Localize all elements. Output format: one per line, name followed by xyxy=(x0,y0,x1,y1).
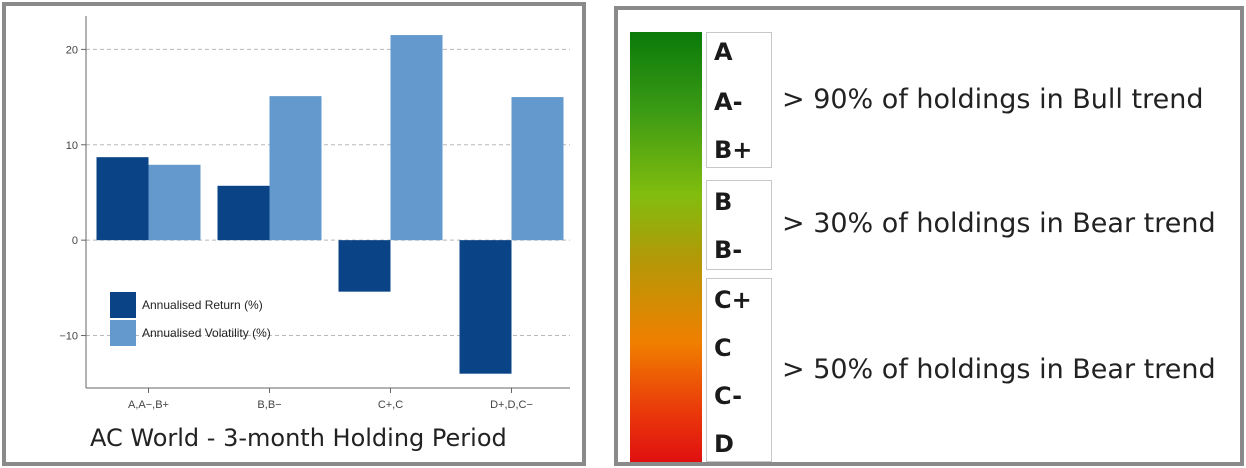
grade-group-bull xyxy=(706,32,772,168)
group-description-bear-30: > 30% of holdings in Bear trend xyxy=(782,208,1216,239)
grade-label: C xyxy=(714,334,732,362)
bar xyxy=(511,97,564,241)
legend-label: Annualised Volatility (%) xyxy=(142,326,271,340)
bar xyxy=(269,96,322,241)
bar xyxy=(459,240,512,374)
y-tick-label: −10 xyxy=(59,331,78,343)
x-tick-label: A,A−,B+ xyxy=(128,399,169,411)
bar xyxy=(338,240,391,292)
grade-label: B+ xyxy=(714,136,753,164)
grade-label: B xyxy=(714,188,733,216)
x-tick-label: D+,D,C− xyxy=(490,399,533,411)
chart-panel: 20 10 0 −10 A,A−,B+ B,B− C+,C D+,D,C− Annualised… xyxy=(2,2,586,466)
chart-title: AC World - 3-month Holding Period xyxy=(90,424,507,452)
bar-chart: 20 10 0 −10 A,A−,B+ B,B− C+,C D+,D,C− Annualised… xyxy=(59,16,570,411)
bar xyxy=(148,164,201,241)
grade-scale-panel: A A- B+ B B- C+ C C- D > 90% of holdings… xyxy=(614,6,1244,466)
grade-color-gradient xyxy=(630,32,702,462)
legend-swatch xyxy=(110,292,136,318)
legend-label: Annualised Return (%) xyxy=(142,298,263,312)
y-tick-label: 10 xyxy=(66,140,78,152)
y-tick-label: 0 xyxy=(72,235,78,247)
grade-group-bear-50 xyxy=(706,278,772,462)
grade-label: B- xyxy=(714,236,743,264)
grade-group-bear-30 xyxy=(706,180,772,270)
grade-label: C- xyxy=(714,382,743,410)
grade-label: A xyxy=(714,38,733,66)
bar xyxy=(217,185,270,241)
grade-label: A- xyxy=(714,88,743,116)
x-tick-label: C+,C xyxy=(378,399,403,411)
bar xyxy=(390,35,443,241)
group-description-bull: > 90% of holdings in Bull trend xyxy=(782,84,1204,115)
bar xyxy=(96,157,149,241)
grade-label: D xyxy=(714,430,734,458)
y-tick-label: 20 xyxy=(66,44,78,56)
legend-swatch xyxy=(110,320,136,346)
grade-label: C+ xyxy=(714,286,752,314)
group-description-bear-50: > 50% of holdings in Bear trend xyxy=(782,354,1216,385)
x-tick-label: B,B− xyxy=(257,399,281,411)
